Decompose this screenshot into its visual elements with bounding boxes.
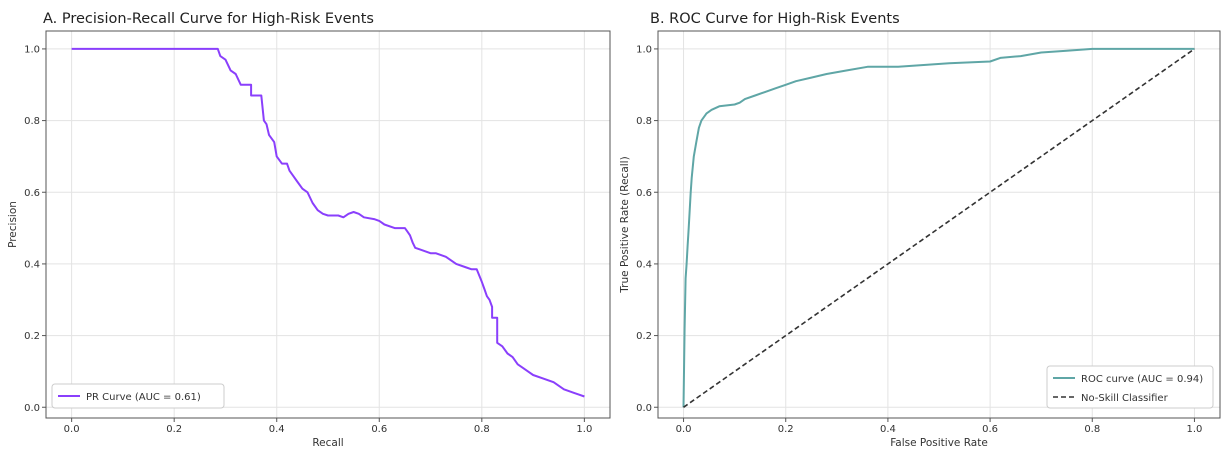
pr-curve-panel: A. Precision-Recall Curve for High-Risk … — [7, 11, 611, 449]
y-tick-label: 0.4 — [636, 259, 652, 270]
x-tick-label: 0.8 — [1084, 424, 1100, 435]
y-tick-label: 0.0 — [636, 403, 652, 414]
x-tick-label: 0.8 — [474, 424, 490, 435]
y-tick-label: 0.2 — [24, 331, 40, 342]
x-tick-label: 0.0 — [676, 424, 692, 435]
y-tick-label: 0.4 — [24, 259, 40, 270]
roc-y-axis-label: True Positive Rate (Recall) — [619, 156, 631, 293]
x-tick-label: 1.0 — [1187, 424, 1203, 435]
roc-x-axis-label: False Positive Rate — [890, 437, 988, 449]
roc-curve-line — [682, 47, 1195, 408]
roc-chart-title: B. ROC Curve for High-Risk Events — [650, 11, 900, 27]
roc-lines — [682, 47, 1195, 408]
pr-lines — [71, 47, 585, 398]
y-tick-label: 0.8 — [636, 116, 652, 127]
pr-ticks: 0.0 0.2 0.4 0.6 0.8 1.0 0.0 0.2 0.4 0.6 0.8 1.0 — [24, 44, 592, 435]
x-tick-label: 0.6 — [982, 424, 998, 435]
pr-legend-box — [51, 383, 225, 409]
y-tick-label: 0.0 — [24, 403, 40, 414]
y-tick-label: 1.0 — [636, 44, 652, 55]
x-tick-label: 0.2 — [166, 424, 182, 435]
x-tick-label: 1.0 — [576, 424, 592, 435]
roc-legend-box — [1046, 365, 1214, 409]
no-skill-legend-label: No-Skill Classifier — [1081, 393, 1169, 404]
pr-gridlines — [46, 31, 610, 418]
x-tick-label: 0.6 — [371, 424, 387, 435]
y-tick-label: 0.6 — [24, 188, 40, 199]
no-skill-line — [683, 48, 1195, 408]
pr-plot-frame — [45, 30, 611, 419]
x-tick-label: 0.2 — [778, 424, 794, 435]
roc-gridlines — [658, 31, 1220, 418]
y-tick-label: 0.8 — [24, 116, 40, 127]
pr-x-axis-label: Recall — [312, 437, 343, 449]
x-tick-label: 0.4 — [880, 424, 896, 435]
roc-plot-frame — [657, 30, 1221, 419]
roc-legend-label: ROC curve (AUC = 0.94) — [1081, 374, 1203, 385]
pr-legend-label: PR Curve (AUC = 0.61) — [86, 392, 201, 403]
y-tick-label: 0.2 — [636, 331, 652, 342]
roc-legend: ROC curve (AUC = 0.94) No-Skill Classifi… — [1046, 365, 1214, 409]
pr-y-axis-label: Precision — [7, 201, 19, 248]
pr-legend: PR Curve (AUC = 0.61) — [51, 383, 225, 409]
x-tick-label: 0.4 — [269, 424, 285, 435]
x-tick-label: 0.0 — [64, 424, 80, 435]
pr-curve-line — [71, 47, 585, 398]
y-tick-label: 1.0 — [24, 44, 40, 55]
pr-chart-title: A. Precision-Recall Curve for High-Risk … — [43, 11, 374, 27]
roc-ticks: 0.0 0.2 0.4 0.6 0.8 1.0 0.0 0.2 0.4 0.6 0.8 1.0 — [636, 44, 1202, 435]
roc-curve-panel: B. ROC Curve for High-Risk Events 0.0 0.2… — [619, 11, 1221, 449]
y-tick-label: 0.6 — [636, 188, 652, 199]
